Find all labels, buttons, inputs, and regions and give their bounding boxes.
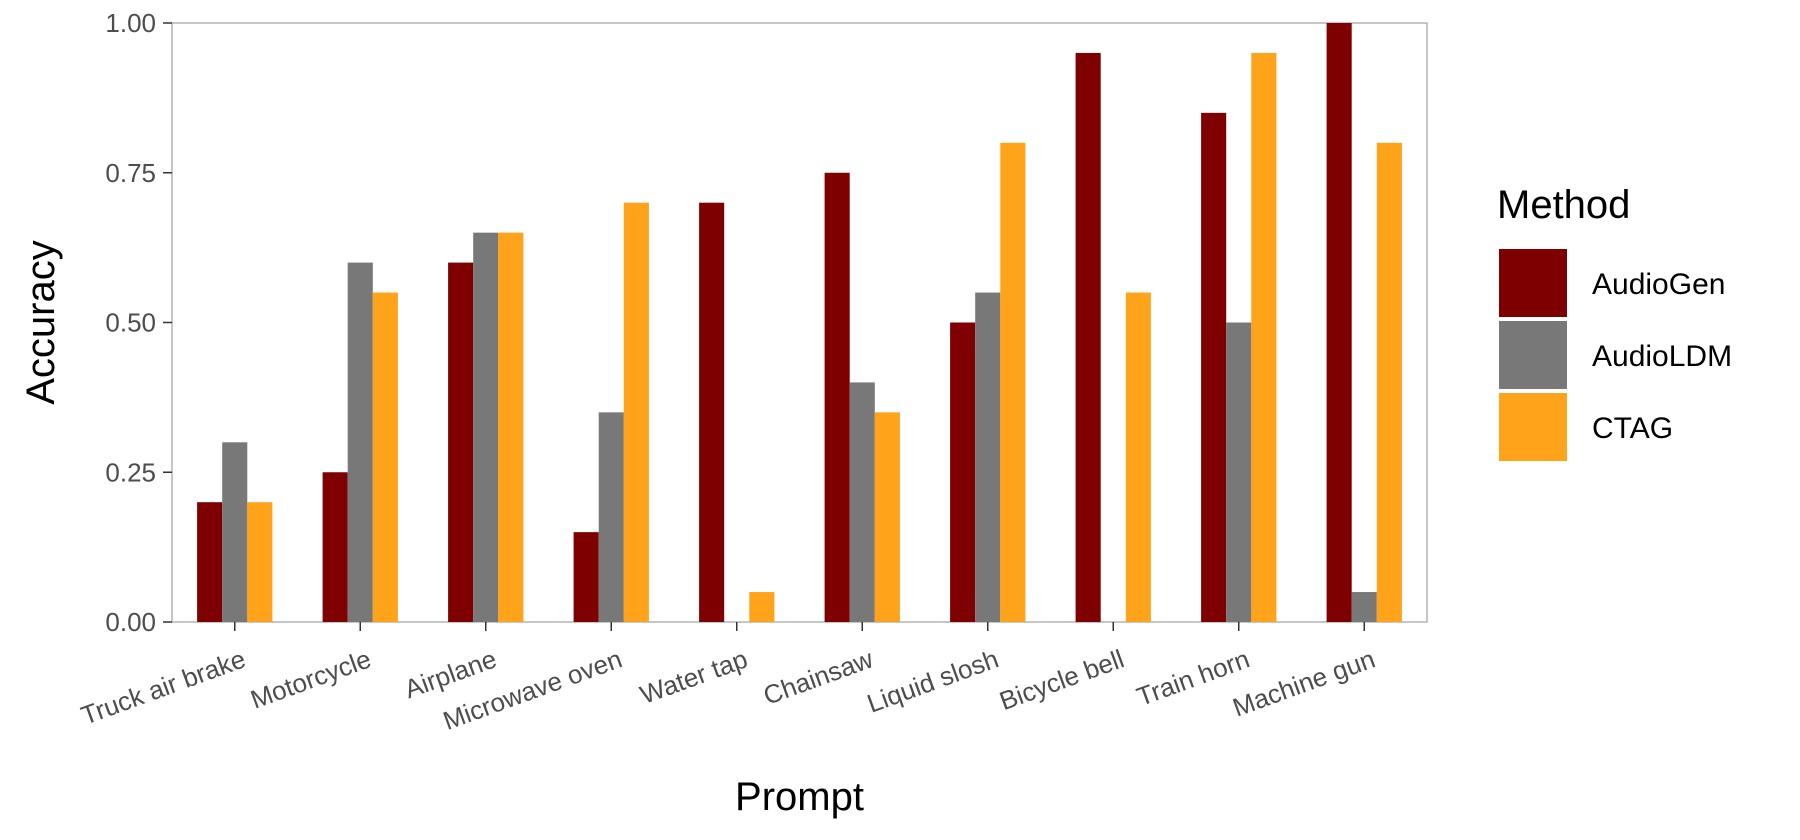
bar-audiogen-train-horn <box>1201 112 1227 622</box>
y-tick-label: 0.25 <box>105 457 156 487</box>
bar-audioldm-airplane <box>473 232 499 622</box>
legend-label-ctag: CTAG <box>1592 412 1673 445</box>
legend-key-ctag <box>1499 393 1567 461</box>
y-tick-label: 0.00 <box>105 607 156 637</box>
bar-audiogen-water-tap <box>699 202 725 622</box>
bar-ctag-motorcycle <box>372 292 398 622</box>
x-tick-label: Truck air brake <box>77 643 249 730</box>
x-axis-title: Prompt <box>735 775 864 819</box>
bar-ctag-machine-gun <box>1376 142 1402 623</box>
bar-audiogen-truck-air-brake <box>197 502 223 622</box>
x-tick-label: Chainsaw <box>759 643 877 710</box>
bar-audioldm-motorcycle <box>347 262 373 622</box>
y-tick-label: 1.00 <box>105 8 156 38</box>
bar-audioldm-truck-air-brake <box>222 442 248 622</box>
y-axis: 0.00 0.25 0.50 0.75 1.00 <box>105 8 172 637</box>
bar-ctag-microwave-oven <box>623 202 649 622</box>
legend-label-audiogen: AudioGen <box>1592 268 1725 301</box>
bars-layer <box>197 23 1402 623</box>
bar-audiogen-airplane <box>448 262 474 622</box>
bar-audiogen-bicycle-bell <box>1075 52 1101 622</box>
x-tick-label: Water tap <box>636 643 751 709</box>
bar-audiogen-motorcycle <box>322 472 348 622</box>
x-tick-label: Motorcycle <box>246 643 374 714</box>
bar-audioldm-microwave-oven <box>598 412 624 622</box>
bar-ctag-train-horn <box>1251 52 1277 622</box>
bar-audioldm-train-horn <box>1226 322 1252 622</box>
legend: Method AudioGen AudioLDM CTAG <box>1497 183 1732 461</box>
bar-ctag-bicycle-bell <box>1125 292 1151 622</box>
bar-audioldm-chainsaw <box>849 382 875 622</box>
bar-audioldm-machine-gun <box>1351 592 1377 622</box>
legend-key-audiogen <box>1499 249 1567 317</box>
x-tick-label: Machine gun <box>1229 643 1379 722</box>
y-tick-label: 0.75 <box>105 158 156 188</box>
bar-ctag-liquid-slosh <box>1000 142 1026 623</box>
legend-label-audioldm: AudioLDM <box>1592 340 1732 373</box>
y-axis-title: Accuracy <box>19 240 63 405</box>
bar-audiogen-microwave-oven <box>573 532 599 622</box>
legend-key-audioldm <box>1499 321 1567 389</box>
bar-audiogen-chainsaw <box>824 172 850 622</box>
bar-audiogen-machine-gun <box>1326 23 1352 622</box>
y-tick-label: 0.50 <box>105 308 156 338</box>
bar-ctag-water-tap <box>749 592 775 622</box>
bar-audioldm-liquid-slosh <box>975 292 1001 622</box>
x-tick-label: Liquid slosh <box>863 643 1002 718</box>
bar-ctag-truck-air-brake <box>247 502 273 622</box>
bar-ctag-chainsaw <box>874 412 900 622</box>
x-tick-label: Bicycle bell <box>995 643 1127 716</box>
bar-ctag-airplane <box>498 232 524 622</box>
legend-title: Method <box>1497 183 1630 227</box>
bar-audiogen-liquid-slosh <box>950 322 976 622</box>
